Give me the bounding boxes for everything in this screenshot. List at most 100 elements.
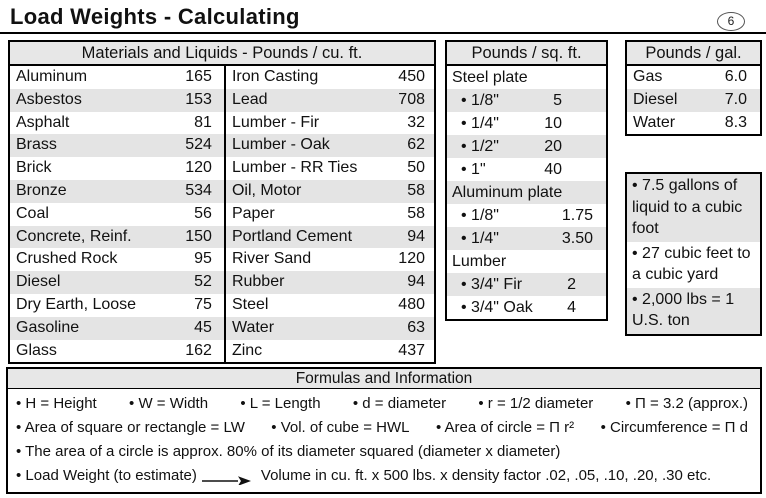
formula-item: • Circumference = Π d [600,419,748,436]
formula-line-load-weight: • Load Weight (to estimate) Volume in cu… [8,464,760,488]
table-row: Steel plate [447,66,606,89]
table-row: Lumber - Fir 32 [226,112,434,135]
table-row: Glass 162 [10,340,224,363]
cell-material-name: Lumber - Fir [231,113,320,131]
cell-material-name: Gasoline [16,318,80,336]
table-row: Gasoline 45 [10,316,224,340]
table-row: • 3/4" Oak 4 [447,296,606,319]
cell-weight-value: 450 [398,68,425,85]
formula-item: • Vol. of cube = HWL [271,419,410,436]
cell-material-name: Iron Casting [231,68,319,85]
formulas-header: Formulas and Information [8,369,760,389]
pounds-per-gallon-panel: Pounds / gal. Gas 6.0 Diesel 7.0 Water 8.3 [625,40,762,137]
info-bullet: • 2,000 lbs = 1 U.S. ton [627,287,760,334]
cell-weight-value: 1.75 [561,207,593,224]
cell-material-name: Asbestos [16,90,82,108]
cell-material-name: Aluminum [16,68,88,85]
cell-weight-value: 45 [194,318,212,336]
table-row: Diesel 7.0 [627,88,760,112]
formula-item: • Load Weight (to estimate) [16,467,197,484]
table-row: Water 8.3 [627,112,760,135]
formulas-box: Formulas and Information • H = Height • … [6,367,762,494]
cell-weight-value: 150 [185,227,212,245]
cell-weight-value: 5 [553,92,562,109]
pounds-per-sqft-panel: Pounds / sq. ft. Steel plate • 1/8" 5 • 1/4… [445,40,608,321]
cell-weight-value: 6.0 [724,68,747,85]
formula-line-circle-note: • The area of a circle is approx. 80% of… [16,443,561,460]
table-row: Paper 58 [226,203,434,226]
cell-thickness-label: • 3/4" Oak [461,299,533,316]
table-row: Dry Earth, Loose 75 [10,294,224,317]
formula-item: • Area of circle = Π r² [435,419,575,436]
table-row: Brick 120 [10,157,224,180]
cell-material-name: Concrete, Reinf. [16,227,132,245]
formulas-body: • H = Height • W = Width • L = Length • … [8,389,760,492]
cell-weight-value: 56 [194,204,212,222]
group-header-label: Steel plate [452,69,528,86]
formula-item: • d = diameter [352,395,447,412]
cell-material-name: River Sand [231,250,312,268]
info-bullet: • 7.5 gallons of liquid to a cubic foot [627,174,760,242]
table-row: Steel 480 [226,294,434,317]
table-row: Lumber [447,250,606,273]
cell-weight-value: 534 [185,181,212,199]
table-row: Water 63 [225,316,434,340]
cell-weight-value: 2 [567,276,576,293]
table-row: Crushed Rock 95 [10,248,224,271]
formula-line-areas: • Area of square or rectangle = LW • Vol… [8,416,760,440]
cell-thickness-label: • 1/4" [461,230,499,247]
cell-weight-value: 58 [407,204,425,222]
table-row: Rubber 94 [225,271,434,294]
formula-item: • Area of square or rectangle = LW [16,419,245,436]
cell-thickness-label: • 1/8" [461,92,499,109]
right-arrow-icon [201,476,251,485]
cell-thickness-label: • 1/4" [461,115,499,132]
table-row: • 3/4" Fir 2 [447,273,606,296]
group-header-label: Lumber [452,253,507,270]
cell-weight-value: 95 [194,250,212,268]
cell-material-name: Dry Earth, Loose [16,295,137,313]
table-row: Asphalt 81 [10,112,224,135]
cell-thickness-label: • 1/8" [461,207,499,224]
cell-thickness-label: • 1/2" [461,138,499,155]
cell-weight-value: 120 [398,250,425,268]
cell-weight-value: 524 [185,136,212,154]
cell-material-name: Brass [16,136,57,154]
page-title: Load Weights - Calculating [10,4,300,29]
title-divider [0,32,766,34]
materials-table-body: Aluminum 165 Asbestos 153 Asphalt 81 Brass 524 B… [10,66,434,363]
cell-weight-value: 50 [407,159,425,177]
table-row: • 1/4" 3.50 [447,227,606,250]
pounds-per-sqft-header: Pounds / sq. ft. [447,42,606,66]
cell-material-name: Water [231,318,275,336]
formula-item: • H = Height [16,395,97,412]
cell-weight-value: 153 [185,90,212,108]
cell-material-name: Gas [633,68,663,85]
cell-weight-value: 480 [398,295,425,313]
table-row: Portland Cement 94 [225,225,434,249]
cell-material-name: Portland Cement [231,227,353,245]
cell-material-name: Paper [231,204,275,222]
materials-table-header: Materials and Liquids - Pounds / cu. ft. [10,42,434,66]
cell-weight-value: 120 [185,159,212,177]
table-row: Asbestos 153 [10,88,224,112]
cell-weight-value: 52 [194,273,212,291]
materials-right-column: Iron Casting 450 Lead 708 Lumber - Fir 32 Lumb… [223,66,434,363]
cell-weight-value: 81 [194,113,212,131]
cell-weight-value: 63 [407,318,425,336]
cell-weight-value: 437 [398,341,425,359]
pounds-per-gallon-header: Pounds / gal. [627,42,760,66]
table-row: Diesel 52 [10,271,224,294]
table-row: Coal 56 [10,203,224,226]
cell-weight-value: 4 [567,299,576,316]
table-row: Zinc 437 [226,340,434,363]
pounds-per-gallon-rows: Gas 6.0 Diesel 7.0 Water 8.3 [627,66,760,134]
cell-material-name: Crushed Rock [16,250,118,268]
materials-left-column: Aluminum 165 Asbestos 153 Asphalt 81 Brass 524 B… [10,66,224,362]
cell-material-name: Lead [231,90,268,108]
page-number-badge: 6 [717,12,745,31]
cell-weight-value: 75 [194,295,212,313]
table-row: Gas 6.0 [627,66,760,89]
cell-material-name: Diesel [633,90,678,108]
table-row: • 1/4" 10 [447,112,606,135]
